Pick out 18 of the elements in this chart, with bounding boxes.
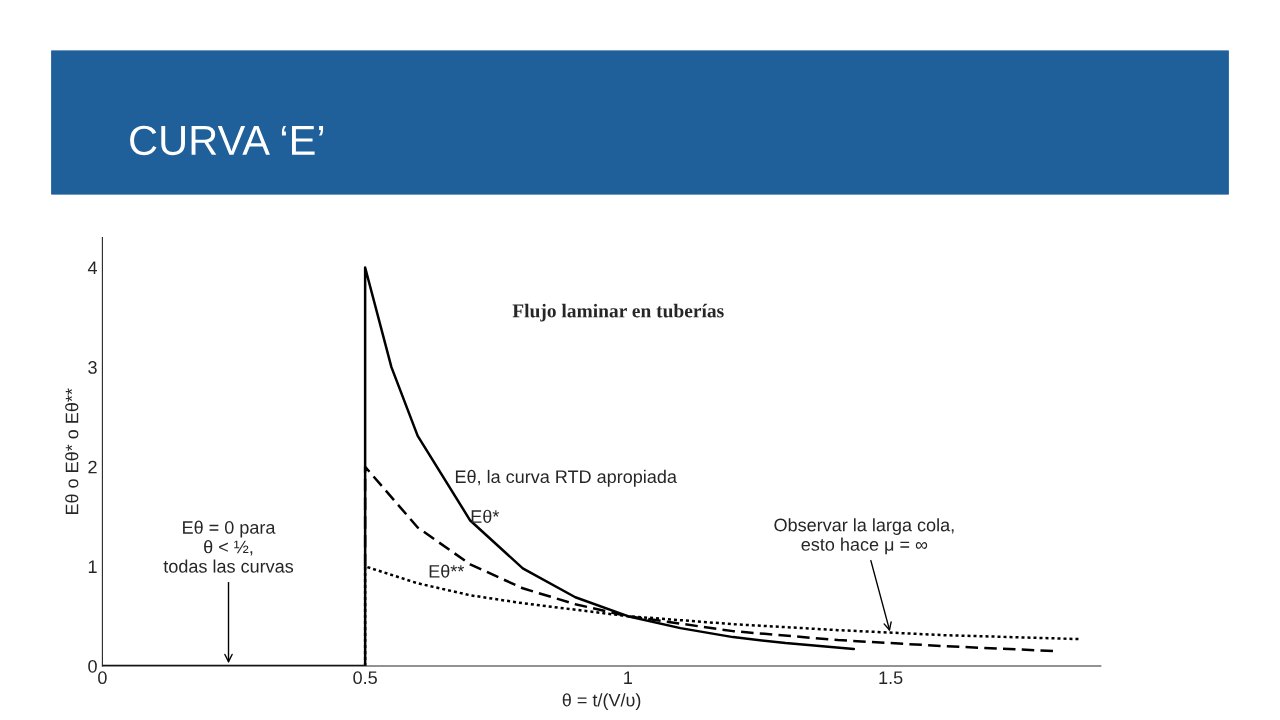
- chart-title: CURVA ‘E’: [130, 125, 324, 156]
- annotation: Eθ**: [429, 564, 465, 578]
- x-tick-label: 1.5: [879, 671, 903, 685]
- x-tick-label: 0.5: [353, 671, 377, 685]
- y-tick-label: 0: [88, 659, 97, 673]
- y-axis-title: Eθ o Eθ* o Eθ**: [65, 388, 79, 515]
- y-tick-label: 4: [87, 261, 98, 275]
- y-tick-label: 2: [88, 460, 97, 474]
- x-axis-title: θ = t/(V/υ): [562, 693, 641, 711]
- x-tick-label: 1: [624, 671, 633, 684]
- annotation: Flujo laminar en tuberías: [512, 303, 724, 322]
- x-tick-label: 0: [98, 671, 107, 685]
- annotation: Eθ, la curva RTD apropiada: [455, 469, 677, 487]
- annotation: Observar la larga cola, esto hace μ = ∞: [774, 518, 954, 555]
- annotation: Eθ = 0 para θ < ½, todas las curvas: [163, 520, 294, 573]
- y-tick-label: 1: [88, 560, 97, 573]
- annotation: Eθ*: [471, 509, 500, 523]
- y-tick-label: 3: [88, 361, 97, 374]
